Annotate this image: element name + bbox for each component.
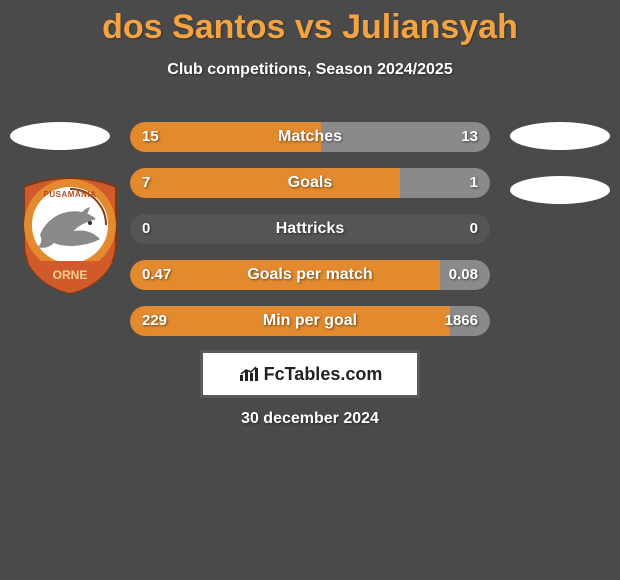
stat-label: Min per goal [130,306,490,336]
stat-row: 0.470.08Goals per match [130,260,490,290]
stat-row: 1513Matches [130,122,490,152]
player-left-oval [10,122,110,150]
club-badge: PUSAMANIA ORNE [20,175,120,295]
player-right-oval-2 [510,176,610,204]
stat-label: Goals [130,168,490,198]
date-label: 30 december 2024 [0,410,620,428]
chart-icon [238,365,260,383]
player-right-oval-1 [510,122,610,150]
brand-label: FcTables.com [238,364,383,385]
stat-row: 2291866Min per goal [130,306,490,336]
stat-row: 00Hattricks [130,214,490,244]
subtitle: Club competitions, Season 2024/2025 [0,61,620,79]
badge-banner-text: ORNE [53,268,88,282]
stat-label: Matches [130,122,490,152]
page-title: dos Santos vs Juliansyah [0,0,620,47]
stat-label: Goals per match [130,260,490,290]
stat-row: 71Goals [130,168,490,198]
badge-top-text: PUSAMANIA [44,190,97,199]
comparison-bars: 1513Matches 71Goals 00Hattricks 0.470.08Goa… [130,122,490,352]
brand-box: FcTables.com [200,350,420,398]
brand-text: FcTables.com [264,364,383,385]
stat-label: Hattricks [130,214,490,244]
